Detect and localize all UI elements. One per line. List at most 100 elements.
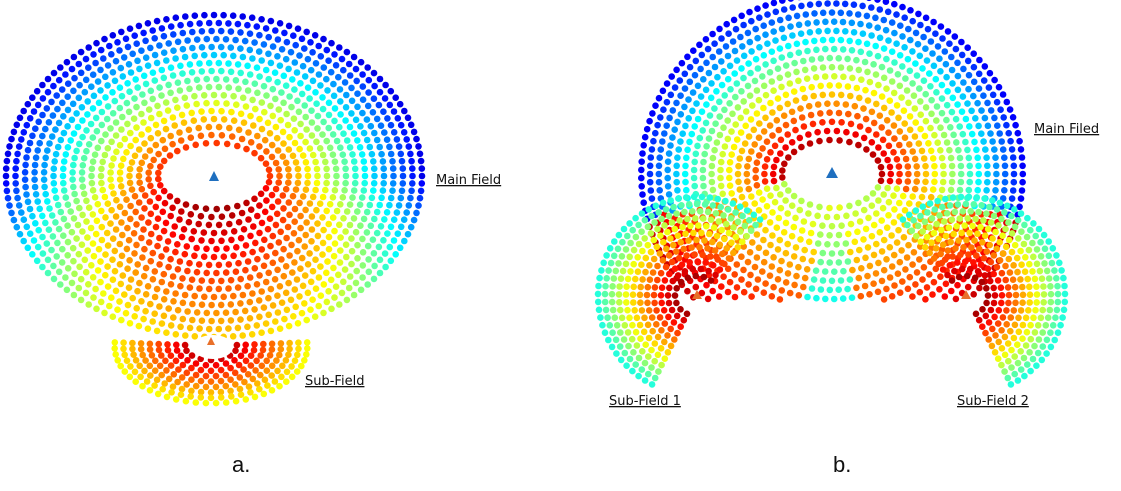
heliostat-dot xyxy=(888,232,895,239)
heliostat-dot xyxy=(665,299,673,307)
heliostat-dot xyxy=(139,351,146,359)
heliostat-dot xyxy=(16,114,24,122)
heliostat-dot xyxy=(302,138,309,146)
heliostat-dot xyxy=(755,189,763,196)
heliostat-dot xyxy=(844,285,851,293)
heliostat-dot xyxy=(959,208,967,215)
heliostat-dot xyxy=(287,48,295,56)
heliostat-dot xyxy=(283,306,291,314)
heliostat-dot xyxy=(371,262,378,270)
heliostat-dot xyxy=(709,238,716,246)
heliostat-dot xyxy=(220,253,228,260)
heliostat-dot xyxy=(350,158,358,165)
heliostat-dot xyxy=(174,266,182,273)
heliostat-dot xyxy=(160,49,168,56)
heliostat-dot xyxy=(866,291,873,298)
heliostat-dot xyxy=(393,209,401,216)
heliostat-dot xyxy=(1014,216,1022,224)
heliostat-dot xyxy=(655,94,663,102)
heliostat-dot xyxy=(77,296,85,304)
heliostat-dot xyxy=(364,102,372,110)
heliostat-dot xyxy=(812,267,820,275)
heliostat-dot xyxy=(629,291,637,299)
heliostat-dot xyxy=(170,314,177,321)
heliostat-dot xyxy=(754,34,761,42)
heliostat-dot xyxy=(1011,241,1019,249)
heliostat-dot xyxy=(98,207,105,215)
heliostat-dot xyxy=(276,325,284,333)
heliostat-dot xyxy=(309,193,317,201)
heliostat-dot xyxy=(323,137,331,145)
heliostat-dot xyxy=(8,209,15,217)
heliostat-dot xyxy=(906,273,914,281)
heliostat-dot xyxy=(64,144,72,151)
heliostat-dot xyxy=(986,69,994,77)
heliostat-dot xyxy=(1017,307,1025,314)
heliostat-dot xyxy=(64,222,71,229)
heliostat-dot xyxy=(782,249,790,257)
heliostat-dot xyxy=(295,345,302,353)
heliostat-dot xyxy=(644,321,652,329)
heliostat-dot xyxy=(313,206,320,214)
heliostat-dot xyxy=(970,201,978,208)
heliostat-dot xyxy=(747,69,754,77)
heliostat-dot xyxy=(916,288,924,296)
heliostat-dot xyxy=(1054,329,1062,337)
heliostat-dot xyxy=(713,232,721,240)
heliostat-dot xyxy=(352,116,360,124)
heliostat-dot xyxy=(354,254,361,262)
heliostat-dot xyxy=(620,336,628,343)
heliostat-dot xyxy=(104,283,112,290)
heliostat-dot xyxy=(208,107,215,115)
heliostat-dot xyxy=(718,58,725,65)
heliostat-dot xyxy=(885,212,892,219)
heliostat-dot xyxy=(1008,146,1016,153)
heliostat-dot xyxy=(778,54,786,61)
heliostat-dot xyxy=(326,144,334,152)
heliostat-dot xyxy=(751,263,759,271)
heliostat-dot xyxy=(806,140,814,147)
heliostat-dot xyxy=(1022,253,1029,261)
heliostat-dot xyxy=(930,229,938,237)
heliostat-dot xyxy=(708,162,716,170)
heliostat-dot xyxy=(222,309,230,317)
heliostat-dot xyxy=(315,274,323,281)
heliostat-dot xyxy=(855,274,863,282)
heliostat-dot xyxy=(716,98,723,106)
heliostat-dot xyxy=(179,29,187,37)
heliostat-dot xyxy=(247,362,255,369)
heliostat-dot xyxy=(255,297,263,304)
heliostat-dot xyxy=(124,224,131,232)
heliostat-dot xyxy=(917,98,924,105)
heliostat-dot xyxy=(291,86,298,93)
heliostat-dot xyxy=(316,200,324,207)
heliostat-dot xyxy=(769,170,777,178)
heliostat-dot xyxy=(716,241,724,248)
heliostat-dot xyxy=(767,149,774,156)
heliostat-dot xyxy=(670,241,677,249)
heliostat-dot xyxy=(153,327,161,335)
heliostat-dot xyxy=(1008,346,1015,354)
heliostat-dot xyxy=(107,125,114,132)
heliostat-dot xyxy=(844,258,852,265)
heliostat-dot xyxy=(773,117,781,124)
heliostat-dot xyxy=(819,249,827,257)
heliostat-dot xyxy=(733,136,741,143)
heliostat-dot xyxy=(843,212,850,220)
heliostat-dot xyxy=(220,293,227,301)
heliostat-dot xyxy=(676,217,683,224)
heliostat-dot xyxy=(651,374,659,382)
heliostat-dot xyxy=(267,285,275,293)
heliostat-dot xyxy=(267,242,274,250)
heliostat-dot xyxy=(44,75,52,83)
heliostat-dot xyxy=(85,281,92,288)
heliostat-dot xyxy=(893,11,900,18)
heliostat-dot xyxy=(721,106,728,114)
heliostat-dot xyxy=(891,59,898,66)
heliostat-dot xyxy=(163,57,170,64)
heliostat-dot xyxy=(962,138,969,146)
heliostat-dot xyxy=(1043,336,1051,344)
heliostat-dot xyxy=(639,150,646,157)
heliostat-dot xyxy=(1039,306,1046,314)
heliostat-dot xyxy=(178,385,186,393)
